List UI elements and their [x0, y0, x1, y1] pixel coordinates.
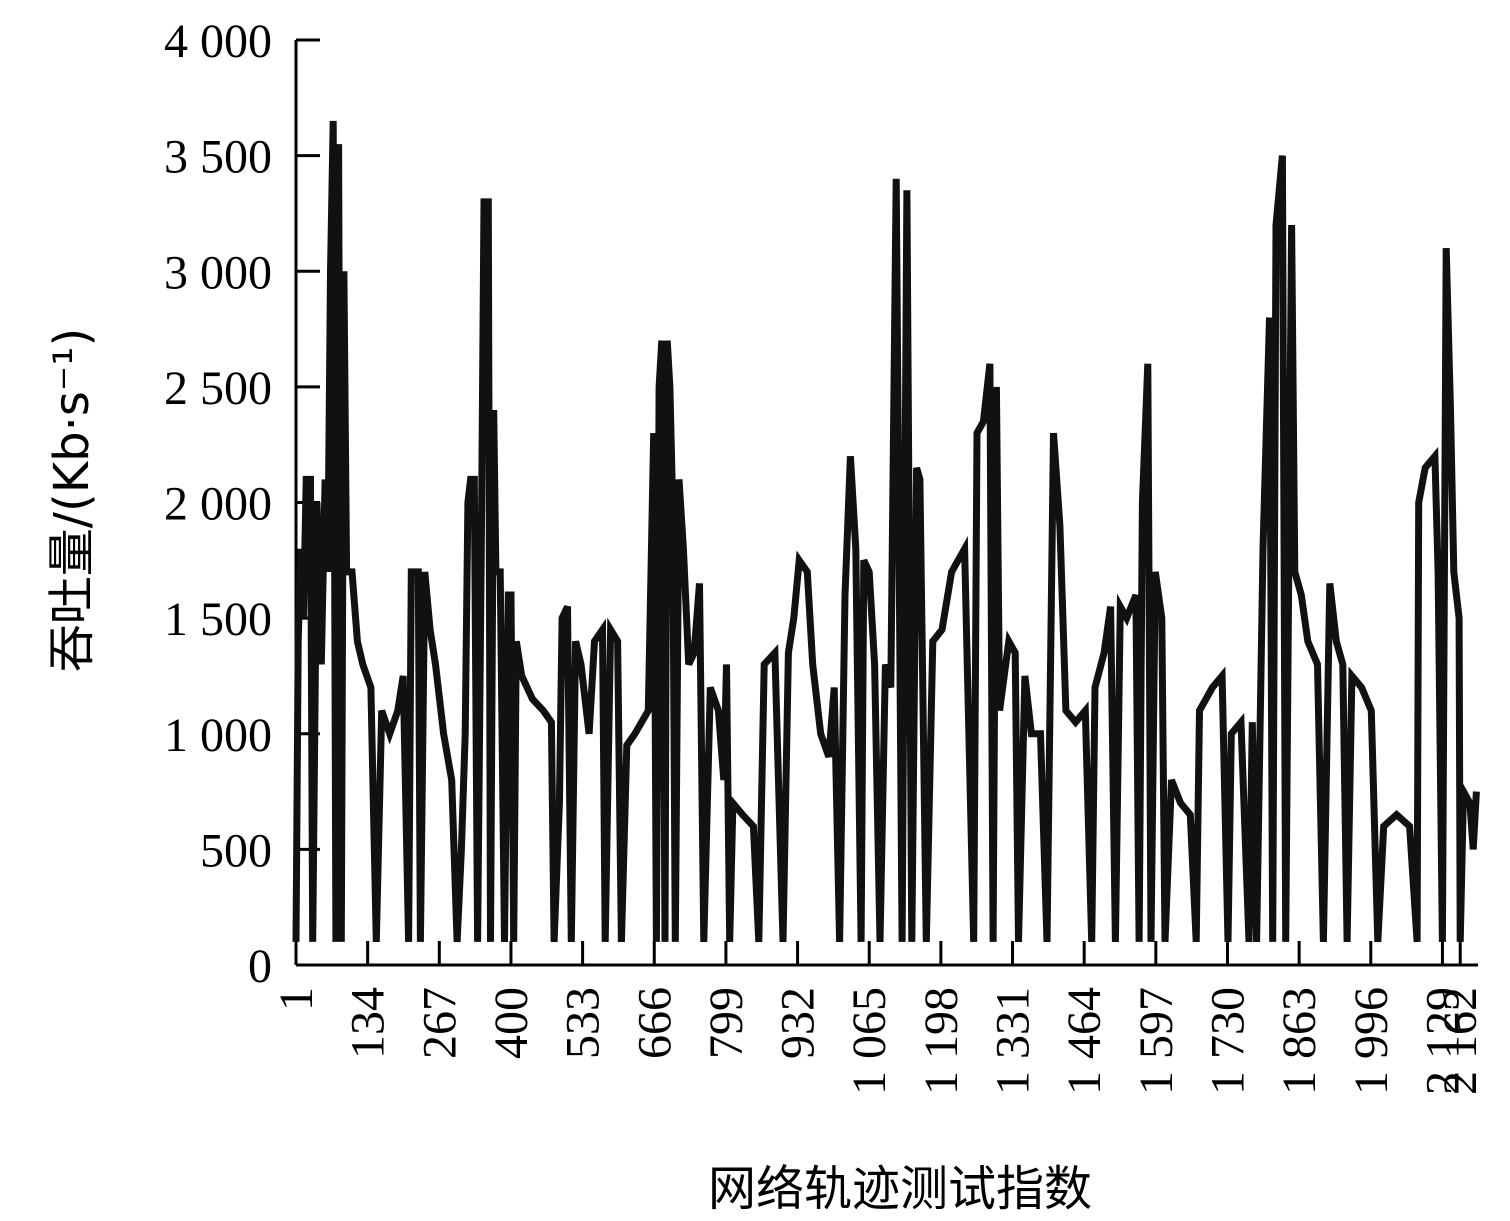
x-tick-label: 1 065: [843, 987, 896, 1095]
x-tick-label: 400: [485, 987, 538, 1059]
x-tick-label: 1 331: [987, 987, 1040, 1095]
x-tick-label: 932: [772, 987, 825, 1059]
y-tick-label: 1 500: [164, 593, 272, 646]
y-tick-label: 1 000: [164, 709, 272, 762]
x-tick-label: 1 863: [1273, 987, 1326, 1095]
y-tick-label: 3 500: [164, 131, 272, 184]
x-tick-label: 267: [413, 987, 466, 1059]
x-tick-label: 2 162: [1434, 987, 1487, 1095]
x-tick-label: 134: [342, 987, 395, 1059]
y-tick-label: 4 000: [164, 15, 272, 68]
x-tick-label: 666: [628, 987, 681, 1059]
x-tick-label: 1: [270, 987, 323, 1011]
y-tick-label: 500: [200, 824, 272, 877]
y-tick-label: 2 500: [164, 362, 272, 415]
x-tick-label: 533: [557, 987, 610, 1059]
x-tick-label: 1 597: [1130, 987, 1183, 1095]
y-axis-title: 吞吐量/(Kb·s⁻¹): [44, 328, 100, 672]
y-tick-label: 2 000: [164, 478, 272, 531]
y-tick-label: 0: [248, 940, 272, 993]
x-tick-label: 1 730: [1201, 987, 1254, 1095]
x-tick-label: 1 198: [915, 987, 968, 1095]
x-tick-label: 2 129: [1416, 987, 1469, 1095]
x-tick-label: 1 464: [1058, 987, 1111, 1095]
x-tick-label: 799: [700, 987, 753, 1059]
x-tick-label: 1 996: [1345, 987, 1398, 1095]
data-line: [292, 120, 1480, 943]
y-tick-label: 3 000: [164, 246, 272, 299]
x-axis-title: 网络轨迹测试指数: [708, 1161, 1092, 1217]
